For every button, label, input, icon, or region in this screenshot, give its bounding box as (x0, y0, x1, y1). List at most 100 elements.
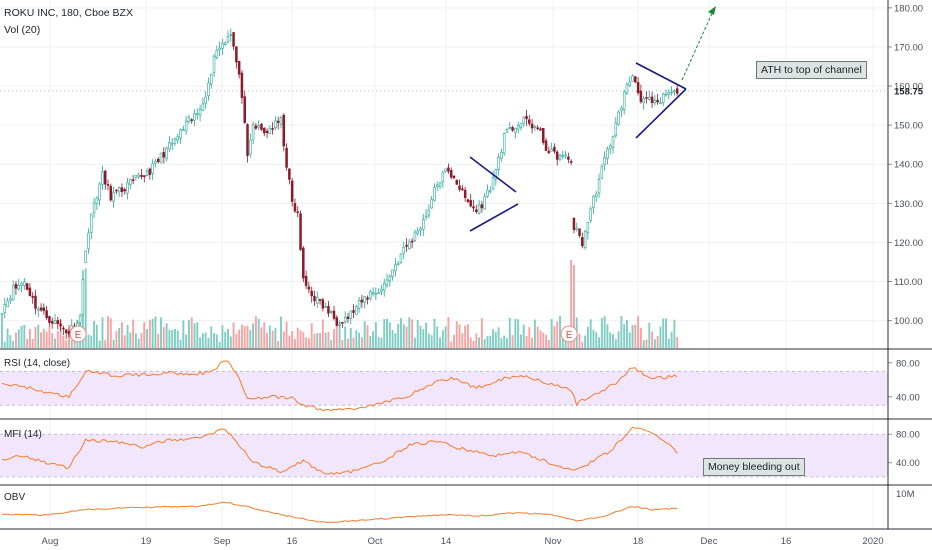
volume-bar (570, 259, 573, 348)
volume-bar (307, 338, 310, 348)
volume-bar (62, 335, 65, 348)
volume-bar (372, 331, 375, 348)
candle-body (288, 168, 291, 180)
volume-bar (662, 318, 665, 348)
x-tick-label: 18 (633, 536, 644, 547)
volume-bar (670, 331, 673, 348)
candle-body (109, 185, 113, 201)
volume-bar (386, 318, 388, 348)
candle-body (642, 98, 645, 103)
volume-bar (330, 340, 333, 348)
candle-body (611, 136, 615, 148)
candle-body (675, 88, 679, 94)
y-tick-label: 80.00 (896, 430, 920, 441)
candle-body (237, 60, 241, 75)
candle-body (31, 296, 34, 298)
volume-bar (168, 329, 171, 348)
volume-bar (179, 339, 182, 348)
volume-bar (193, 323, 196, 348)
volume-bar (628, 332, 631, 348)
lower-trendline-1[interactable] (469, 203, 519, 232)
candle-body (290, 180, 294, 202)
candle-body (402, 246, 406, 254)
candle-body (461, 188, 464, 191)
volume-bar (422, 329, 425, 348)
y-tick-label: 180.00 (894, 3, 923, 14)
candle-body (480, 204, 484, 209)
volume-bar (210, 326, 213, 348)
volume-bar (162, 327, 165, 348)
candle-body (416, 230, 419, 234)
y-tick-label: 170.00 (894, 42, 923, 53)
candle-body (151, 163, 154, 174)
volume-bar (254, 316, 257, 348)
candle-body (530, 123, 534, 129)
volume-bar (391, 330, 394, 348)
volume-bar (229, 336, 232, 348)
volume-bar (344, 326, 347, 348)
target-arrow[interactable] (681, 8, 715, 81)
volume-bar (140, 332, 143, 348)
candle-body (656, 99, 659, 103)
candle-body (343, 316, 347, 323)
volume-bar (402, 324, 405, 348)
volume-bar (533, 319, 536, 348)
volume-bar (137, 338, 140, 348)
candle-body (120, 187, 124, 192)
candle-body (508, 126, 512, 130)
volume-bar (656, 335, 659, 348)
earnings-marker-label: E (75, 330, 82, 341)
candle-body (377, 292, 380, 294)
volume-bar (620, 316, 623, 348)
volume-bar (187, 320, 190, 348)
volume-bar (500, 338, 503, 348)
volume-bar (600, 318, 603, 348)
candle-body (134, 174, 138, 178)
candle-body (441, 172, 445, 183)
earnings-marker (69, 325, 87, 343)
upper-trendline-1[interactable] (469, 156, 517, 193)
candle-body (614, 122, 618, 136)
candle-body (667, 92, 671, 95)
candle-body (357, 300, 361, 309)
volume-bar (380, 337, 383, 348)
candle-body (115, 189, 118, 192)
lower-trendline-2[interactable] (635, 88, 687, 139)
upper-trendline-2[interactable] (635, 62, 687, 90)
volume-bar (581, 341, 584, 348)
candle-body (310, 290, 313, 297)
volume-bar (606, 324, 609, 348)
volume-bar (466, 324, 469, 348)
volume-bar (299, 330, 302, 348)
volume-bar (573, 265, 575, 348)
volume-bar (475, 333, 478, 348)
volume-bar (525, 335, 528, 348)
volume-bar (436, 326, 439, 348)
candle-body (631, 75, 634, 82)
volume-bar (634, 324, 637, 348)
volume-bar (667, 338, 670, 348)
candle-body (210, 73, 213, 85)
volume-bar (589, 319, 592, 348)
candle-body (324, 306, 327, 308)
volume-bar (327, 331, 330, 348)
candle-body (452, 175, 456, 179)
candle-body (650, 96, 654, 103)
volume-bar (324, 332, 327, 348)
candle-body (207, 82, 210, 97)
volume-bar (15, 332, 17, 348)
candle-body (265, 130, 269, 134)
volume-bar (294, 339, 296, 348)
candle-body (62, 327, 65, 330)
candle-body (475, 209, 478, 212)
ath-note[interactable]: ATH to top of channel (756, 61, 867, 79)
volume-bar (165, 323, 168, 348)
volume-bar (439, 337, 441, 348)
volume-bar (642, 340, 645, 348)
y-tick-label: 110.00 (894, 277, 922, 288)
candle-body (547, 150, 551, 154)
volume-bar (494, 331, 497, 348)
mfi-note[interactable]: Money bleeding out (703, 458, 805, 476)
volume-bar (121, 321, 123, 348)
volume-bar (506, 338, 508, 348)
